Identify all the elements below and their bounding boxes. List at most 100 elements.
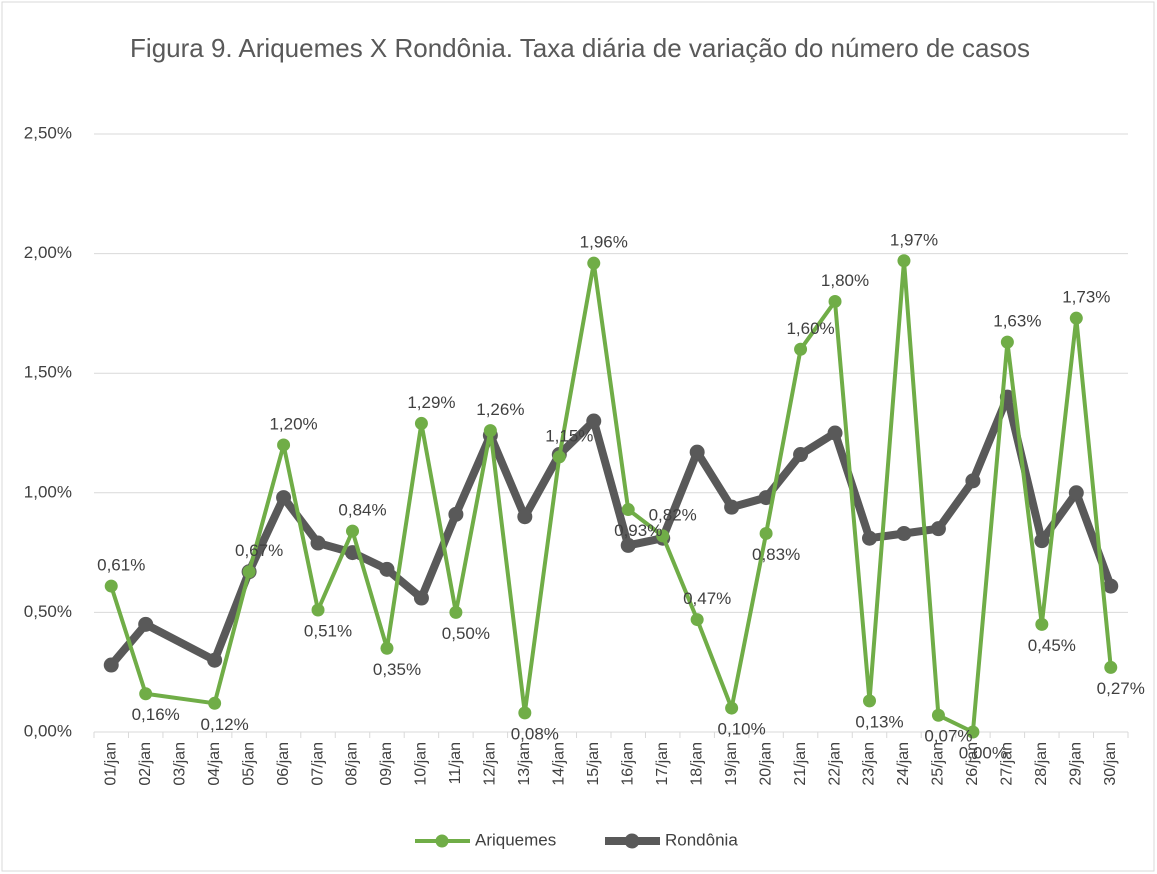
data-label: 0,61% <box>97 556 145 575</box>
point <box>242 565 256 579</box>
point <box>517 509 533 525</box>
point <box>759 526 773 540</box>
point <box>656 529 670 543</box>
x-tick-label: 23/jan <box>861 742 878 786</box>
point <box>587 256 601 270</box>
y-tick-label: 1,50% <box>24 363 72 382</box>
gap-connector <box>143 620 217 664</box>
point <box>620 537 636 553</box>
point <box>862 530 877 546</box>
data-label: 1,63% <box>993 312 1041 331</box>
point <box>724 499 740 515</box>
x-tick-label: 06/jan <box>275 742 292 786</box>
point <box>1103 578 1119 594</box>
point <box>138 616 154 632</box>
point <box>586 413 602 429</box>
data-label: 0,93% <box>614 521 662 540</box>
point <box>104 579 118 593</box>
data-label: 1,73% <box>1062 288 1110 307</box>
x-tick-label: 29/jan <box>1068 742 1085 786</box>
point <box>1068 485 1084 501</box>
data-label: 0,84% <box>338 501 386 520</box>
point <box>449 605 463 619</box>
point <box>311 603 325 617</box>
point <box>1104 660 1118 674</box>
point <box>621 503 635 517</box>
point <box>828 294 842 308</box>
point <box>931 708 945 722</box>
data-label: 1,15% <box>545 426 593 445</box>
x-tick-label: 19/jan <box>723 742 740 786</box>
point <box>276 490 292 506</box>
x-tick-label: 10/jan <box>413 742 430 786</box>
x-tick-label: 01/jan <box>102 742 119 786</box>
point <box>379 561 395 577</box>
data-label: 0,27% <box>1097 679 1145 698</box>
y-tick-label: 0,50% <box>24 602 72 621</box>
data-label: 0,12% <box>201 715 249 734</box>
chart-title: Figura 9. Ariquemes X Rondônia. Taxa diá… <box>130 33 1030 63</box>
x-tick-label: 15/jan <box>585 742 602 786</box>
x-tick-label: 25/jan <box>930 742 947 786</box>
y-tick-label: 2,50% <box>24 123 72 142</box>
data-label: 0,10% <box>718 720 766 739</box>
point <box>448 506 464 522</box>
point <box>794 342 808 356</box>
point <box>1000 335 1014 349</box>
x-tick-label: 30/jan <box>1102 742 1119 786</box>
point <box>897 254 911 268</box>
data-label: 1,97% <box>890 230 938 249</box>
data-label: 0,82% <box>649 505 697 524</box>
x-tick-label: 08/jan <box>344 742 361 786</box>
point <box>552 450 566 464</box>
point <box>966 725 980 739</box>
point <box>483 424 497 438</box>
x-tick-label: 26/jan <box>964 742 981 786</box>
x-tick-label: 05/jan <box>240 742 257 786</box>
data-label: 0,16% <box>132 705 180 724</box>
x-tick-label: 14/jan <box>551 742 568 786</box>
x-tick-label: 22/jan <box>826 742 843 786</box>
data-label: 1,60% <box>786 319 834 338</box>
data-label: 0,00% <box>959 743 1007 762</box>
point <box>827 425 843 441</box>
x-tick-label: 18/jan <box>688 742 705 786</box>
point <box>1069 311 1083 325</box>
data-label: 1,20% <box>269 414 317 433</box>
x-tick-label: 07/jan <box>309 742 326 786</box>
point <box>413 590 429 606</box>
data-label: 0,08% <box>511 724 559 743</box>
x-tick-label: 11/jan <box>447 742 464 784</box>
data-label: 0,50% <box>442 624 490 643</box>
y-tick-label: 1,00% <box>24 482 72 501</box>
point <box>518 706 532 720</box>
x-tick-label: 03/jan <box>171 742 188 786</box>
x-tick-label: 12/jan <box>482 742 499 786</box>
point <box>346 524 359 538</box>
point <box>690 613 704 627</box>
legend-marker <box>624 833 640 849</box>
y-tick-label: 2,00% <box>24 243 72 262</box>
point <box>380 641 394 655</box>
x-tick-label: 24/jan <box>895 742 912 786</box>
point <box>139 687 153 701</box>
data-label: 1,96% <box>580 233 628 252</box>
data-label: 0,67% <box>235 541 283 560</box>
x-tick-label: 09/jan <box>378 742 395 786</box>
y-tick-label: 0,00% <box>24 721 72 740</box>
x-tick-label: 21/jan <box>792 742 809 786</box>
point <box>896 525 912 541</box>
point <box>208 696 222 710</box>
point <box>277 438 291 452</box>
gap-connector <box>145 691 215 706</box>
point <box>1035 617 1049 631</box>
x-tick-label: 04/jan <box>206 742 223 786</box>
point <box>310 535 326 551</box>
legend-label: Ariquemes <box>475 830 556 849</box>
point <box>863 694 876 708</box>
point <box>689 444 705 460</box>
legend-marker <box>435 834 449 848</box>
point <box>725 701 739 715</box>
